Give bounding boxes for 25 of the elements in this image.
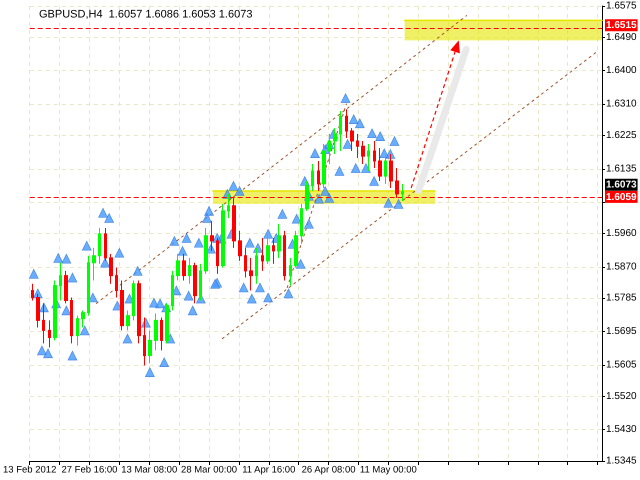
x-tick-label: 13 Mar 08:00 <box>121 464 178 476</box>
y-tick-label: 1.5870 <box>606 261 638 272</box>
y-tick-label: 1.6490 <box>606 32 638 43</box>
y-tick-label: 1.6575 <box>606 0 638 12</box>
y-tick-label: 1.5430 <box>606 424 638 436</box>
x-tick-label: 28 Mar 00:00 <box>181 464 238 476</box>
x-tick-label: 26 Apr 08:00 <box>302 464 356 476</box>
ref-line-label: 1.6515 <box>606 20 638 32</box>
ref-line-label: 1.6059 <box>606 192 638 203</box>
y-tick-label: 1.6225 <box>606 130 638 141</box>
y-tick-label: 1.5785 <box>606 292 638 304</box>
x-tick-label: 27 Feb 16:00 <box>61 464 118 476</box>
y-tick-label: 1.5605 <box>606 359 638 370</box>
y-tick-label: 1.6400 <box>606 65 638 76</box>
y-tick-label: 1.5520 <box>606 390 638 402</box>
y-tick-label: 1.5345 <box>606 456 638 466</box>
y-tick-label: 1.5960 <box>606 228 638 239</box>
x-tick-label: 11 Apr 16:00 <box>242 464 296 476</box>
text: 1.6073 <box>606 180 638 191</box>
y-tick-label: 1.6135 <box>606 163 638 174</box>
x-tick-label: 11 May 00:00 <box>360 464 417 476</box>
y-tick-label: 1.6310 <box>606 98 638 110</box>
chart-title: GBPUSD,H4 1.6057 1.6086 1.6053 1.6073 <box>39 8 252 20</box>
x-tick-label: 13 Feb 2012 <box>2 464 56 476</box>
y-tick-label: 1.5695 <box>606 326 638 338</box>
